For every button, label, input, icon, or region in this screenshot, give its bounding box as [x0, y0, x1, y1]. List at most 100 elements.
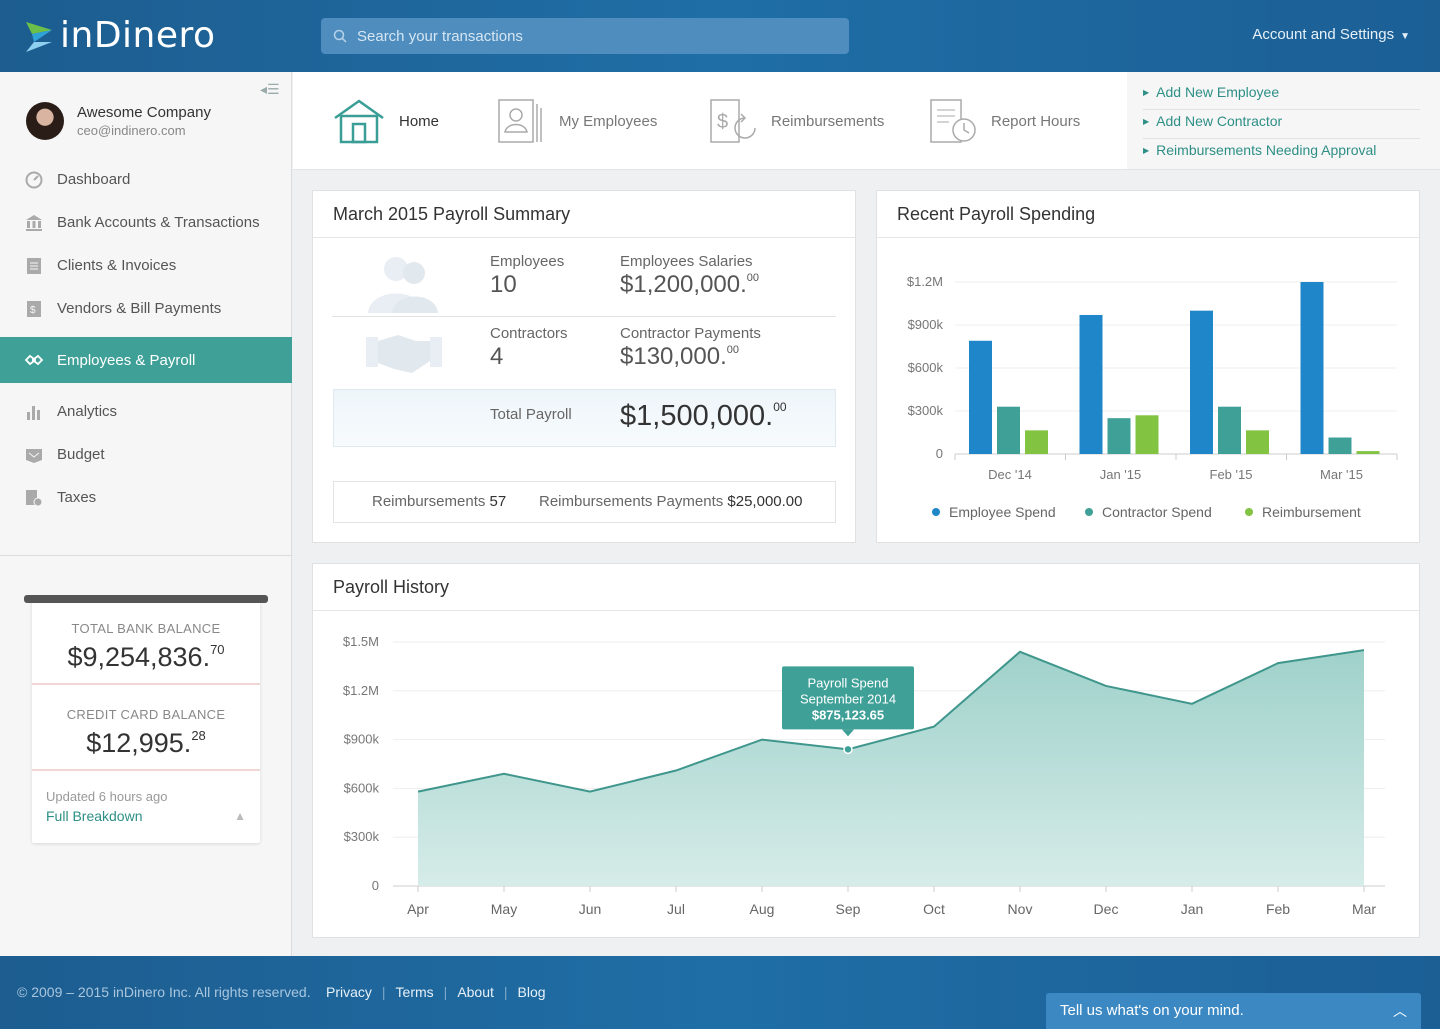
- caret-down-icon: ▼: [1400, 31, 1410, 42]
- payroll-history-card: Payroll History 0 $300k $600k $900k $1.2M $1.…: [312, 563, 1420, 938]
- chevron-up-icon[interactable]: ︿: [1393, 1003, 1407, 1019]
- company-name: Awesome Company: [77, 104, 211, 121]
- footer: © 2009 – 2015 inDinero Inc. All rights r…: [0, 956, 1440, 1029]
- logo-mark-icon: [26, 22, 52, 52]
- sidebar-item-dashboard[interactable]: Dashboard: [0, 158, 292, 201]
- sidebar-item-label: Bank Accounts & Transactions: [57, 214, 260, 231]
- area-fill: [418, 650, 1364, 886]
- footer-link-blog[interactable]: Blog: [517, 984, 546, 1000]
- sidebar-item-employees-payroll[interactable]: Employees & Payroll: [0, 337, 292, 383]
- bank-balance-amount: $9,254,836.: [67, 642, 211, 672]
- sidebar-divider: [0, 555, 292, 556]
- quicknav-home-label: Home: [399, 112, 440, 130]
- sidebar-item-taxes[interactable]: Taxes: [0, 476, 292, 519]
- profile[interactable]: Awesome Company ceo@indinero.com: [26, 102, 211, 140]
- full-breakdown-link[interactable]: Full Breakdown: [46, 808, 143, 824]
- y-tick-label: 0: [372, 878, 379, 893]
- reimbursements-label: Reimbursements: [372, 493, 486, 510]
- recent-payroll-chart: 0 $300k $600k $900k $1.2M Dec '14 Jan '15 Feb '…: [907, 274, 1398, 520]
- contractors-row: Contractors 4 Contractor Payments $130,0…: [332, 317, 836, 389]
- y-tick-label: $900k: [344, 732, 380, 747]
- quick-link-label: Add New Employee: [1156, 84, 1280, 100]
- account-settings-label: Account and Settings: [1252, 26, 1395, 43]
- legend-label: Employee Spend: [949, 504, 1056, 520]
- handshake-icon: [366, 335, 442, 373]
- bar-employee-spend: [969, 340, 992, 454]
- contractor-payments-label: Contractor Payments: [620, 325, 761, 342]
- search-box[interactable]: [321, 18, 849, 54]
- search-input[interactable]: [357, 27, 837, 45]
- bill-icon: $: [24, 300, 44, 318]
- footer-link-about[interactable]: About: [457, 984, 494, 1000]
- payroll-history-chart: 0 $300k $600k $900k $1.2M $1.5M Apr May Jun Jul Au…: [343, 634, 1385, 917]
- y-tick-label: $1.5M: [343, 634, 379, 649]
- employees-label: Employees: [490, 253, 565, 270]
- bar-contractor-spend: [1107, 418, 1131, 454]
- footer-separator: |: [381, 984, 386, 1000]
- employees-value: 10: [490, 271, 517, 298]
- feedback-label: Tell us what's on your mind.: [1060, 1002, 1244, 1019]
- reimbursements-needing-approval-link[interactable]: ▶ Reimbursements Needing Approval: [1143, 139, 1420, 168]
- quicknav-reimbursements[interactable]: $ Reimbursements: [709, 98, 884, 144]
- add-new-contractor-link[interactable]: ▶ Add New Contractor: [1143, 110, 1420, 139]
- bar-reimbursement: [1356, 451, 1380, 454]
- sidebar-item-analytics[interactable]: Analytics: [0, 390, 292, 433]
- x-tick-label: Feb: [1266, 901, 1290, 917]
- total-payroll-cents: 00: [773, 400, 787, 414]
- contractors-label: Contractors: [490, 325, 568, 342]
- sidebar-item-label: Employees & Payroll: [57, 351, 196, 369]
- bar-employee-spend: [1300, 282, 1324, 454]
- quick-links: ▶ Add New Employee ▶ Add New Contractor ▶ R…: [1127, 72, 1440, 170]
- quicknav-home[interactable]: Home: [333, 98, 439, 144]
- credit-card-amount: $12,995.: [86, 728, 192, 758]
- dashboard-icon: [24, 171, 44, 189]
- sidebar-item-label: Taxes: [57, 489, 97, 506]
- employees-group-icon: [368, 257, 438, 313]
- sidebar-item-bank-accounts[interactable]: Bank Accounts & Transactions: [0, 201, 292, 244]
- x-tick-label: Mar '15: [1320, 467, 1363, 482]
- contractor-payments: Contractor Payments $130,000.00: [620, 325, 761, 371]
- invoice-icon: [24, 257, 44, 275]
- collapse-sidebar-icon[interactable]: ◂☰: [260, 81, 280, 97]
- x-tick-label: Dec: [1094, 901, 1119, 917]
- quicknav-my-employees[interactable]: My Employees: [497, 98, 657, 144]
- footer-link-privacy[interactable]: Privacy: [326, 984, 372, 1000]
- total-payroll-amount: $1,500,000.: [620, 400, 774, 432]
- quicknav-report-hours-label: Report Hours: [991, 112, 1081, 130]
- analytics-icon: [24, 403, 44, 421]
- logo[interactable]: inDinero: [26, 16, 216, 56]
- quicknav-report-hours[interactable]: Report Hours: [929, 98, 1080, 144]
- feedback-widget[interactable]: Tell us what's on your mind. ︿: [1046, 993, 1421, 1029]
- y-tick-label: $600k: [344, 780, 380, 795]
- payroll-summary-card: March 2015 Payroll Summary Employees 10 …: [312, 190, 856, 543]
- triangle-right-icon: ▶: [1143, 88, 1150, 97]
- sidebar-item-clients-invoices[interactable]: Clients & Invoices: [0, 244, 292, 287]
- total-payroll-value: $1,500,000.00: [620, 400, 787, 433]
- contractor-payments-amount: $130,000.: [620, 343, 727, 370]
- footer-link-terms[interactable]: Terms: [395, 984, 434, 1000]
- credit-card-balance: CREDIT CARD BALANCE $12,995.28: [32, 685, 260, 771]
- salaries-cents: 00: [746, 272, 760, 284]
- reimbursements-count: Reimbursements 57: [372, 482, 506, 522]
- account-settings-menu[interactable]: Account and Settings ▼: [1252, 26, 1410, 43]
- reimbursements-summary: Reimbursements 57 Reimbursements Payment…: [333, 481, 836, 523]
- balance-card: TOTAL BANK BALANCE $9,254,836.70 CREDIT …: [24, 595, 268, 843]
- arrow-up-icon[interactable]: ▲: [234, 809, 246, 823]
- payroll-icon: [24, 351, 44, 369]
- top-header: inDinero Account and Settings ▼: [0, 0, 1440, 72]
- taxes-icon: [24, 489, 44, 507]
- quick-nav: Home My Employees $ Reimbursements Repor…: [293, 72, 1127, 170]
- bank-icon: [24, 214, 44, 232]
- legend-label: Reimbursement: [1262, 504, 1361, 520]
- add-new-employee-link[interactable]: ▶ Add New Employee: [1143, 81, 1420, 110]
- sidebar-item-label: Vendors & Bill Payments: [57, 300, 222, 317]
- bank-balance-label: TOTAL BANK BALANCE: [71, 621, 221, 636]
- bar-reimbursement: [1246, 430, 1269, 454]
- sidebar-item-budget[interactable]: Budget: [0, 433, 292, 476]
- user-email: ceo@indinero.com: [77, 123, 186, 138]
- y-tick-label: $1.2M: [907, 274, 943, 289]
- employees-salaries: Employees Salaries $1,200,000.00: [620, 253, 759, 299]
- sidebar-item-vendors-bills[interactable]: $ Vendors & Bill Payments: [0, 287, 292, 330]
- quick-link-label: Reimbursements Needing Approval: [1156, 142, 1377, 158]
- sidebar-item-label: Clients & Invoices: [57, 257, 177, 274]
